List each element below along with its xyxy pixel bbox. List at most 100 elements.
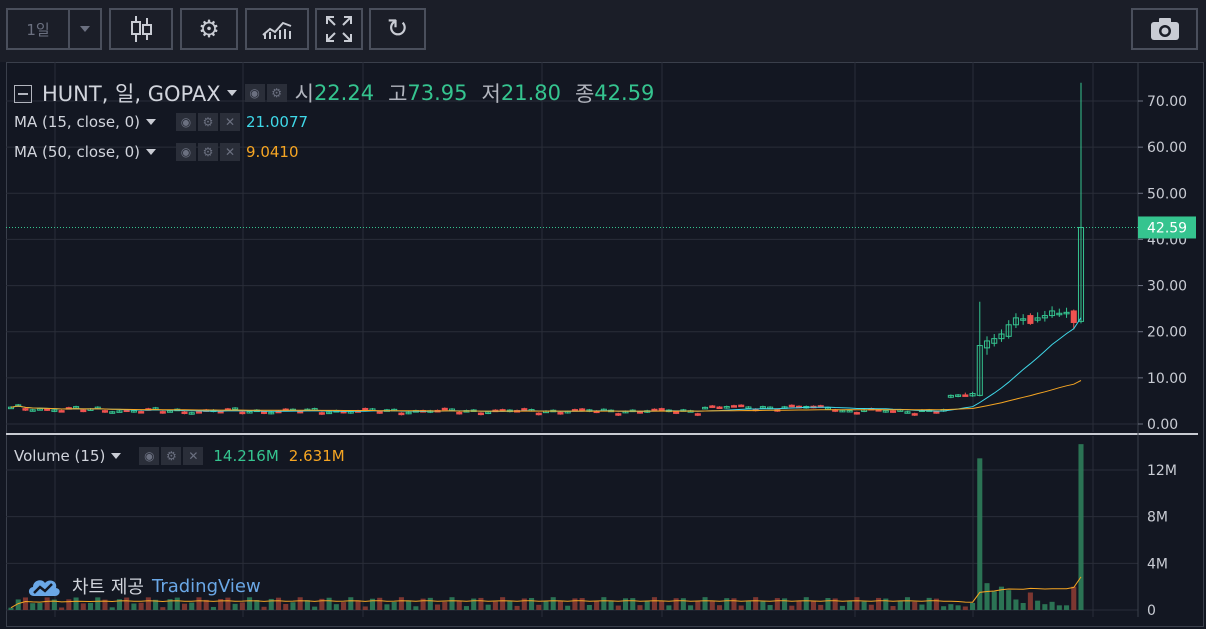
volume-bar xyxy=(261,606,267,610)
gear-icon[interactable]: ⚙ xyxy=(198,113,219,131)
candle-body xyxy=(702,406,709,410)
volume-bar xyxy=(897,600,903,610)
candle-body xyxy=(217,410,224,414)
volume-bar xyxy=(1078,444,1084,610)
candle-body xyxy=(268,411,275,415)
volume-bar xyxy=(1006,590,1012,610)
ma50-legend: MA (50, close, 0) ◉ ⚙ ✕ 9.0410 xyxy=(14,143,299,161)
close-icon[interactable]: ✕ xyxy=(220,143,241,161)
volume-bar xyxy=(160,607,166,610)
volume-bar xyxy=(362,606,368,610)
volume-bar xyxy=(102,599,108,610)
chevron-down-icon[interactable] xyxy=(146,119,157,125)
volume-bar xyxy=(673,598,679,610)
gear-icon[interactable]: ⚙ xyxy=(266,84,287,102)
price-tick-label: 10.00 xyxy=(1147,371,1187,387)
volume-bar xyxy=(861,601,867,610)
volume-bar xyxy=(268,598,274,610)
gear-icon[interactable]: ⚙ xyxy=(198,143,219,161)
eye-icon[interactable]: ◉ xyxy=(176,113,197,131)
symbol-label[interactable]: HUNT, 일, GOPAX xyxy=(42,82,221,106)
chevron-down-icon[interactable] xyxy=(111,453,122,459)
price-tick-label: 0.00 xyxy=(1147,417,1178,433)
candle-body xyxy=(933,411,940,414)
last-price-label: 42.59 xyxy=(1147,220,1187,236)
toolbar: 1일 ⚙ ↻ xyxy=(0,0,1206,62)
close-icon[interactable]: ✕ xyxy=(220,113,241,131)
volume-bar xyxy=(398,597,404,610)
candle-body xyxy=(911,413,918,416)
volume-bar xyxy=(883,598,889,610)
volume-bar xyxy=(890,606,896,610)
volume-bar xyxy=(955,605,961,610)
volume-bar xyxy=(565,605,571,610)
volume-bar xyxy=(926,597,932,610)
chevron-down-icon[interactable] xyxy=(146,149,157,155)
candle-body xyxy=(738,404,745,408)
volume-bar xyxy=(304,600,310,610)
candle-body xyxy=(745,406,752,409)
candle-body xyxy=(297,410,304,414)
refresh-button[interactable]: ↻ xyxy=(369,8,426,50)
candle-body xyxy=(58,410,65,413)
candle-body xyxy=(167,410,174,413)
price-tick-label: 60.00 xyxy=(1147,140,1187,156)
price-tick-label: 30.00 xyxy=(1147,279,1187,295)
chart-style-button[interactable] xyxy=(109,8,173,50)
settings-button[interactable]: ⚙ xyxy=(180,8,238,50)
volume-bar xyxy=(810,601,817,610)
candle-body xyxy=(904,411,911,414)
gear-icon[interactable]: ⚙ xyxy=(161,447,182,465)
eye-icon[interactable]: ◉ xyxy=(244,84,265,102)
candle-body xyxy=(246,411,253,414)
volume-bar xyxy=(601,597,607,610)
volume-bar xyxy=(991,591,997,610)
volume-bar xyxy=(998,586,1005,610)
chevron-down-icon[interactable] xyxy=(226,90,237,96)
candle-body xyxy=(658,408,665,411)
candle-body xyxy=(36,408,43,411)
close-icon[interactable]: ✕ xyxy=(183,447,204,465)
high-label: 고 xyxy=(388,82,408,106)
volume-bar xyxy=(832,598,838,610)
interval-dropdown-button[interactable] xyxy=(68,8,102,50)
collapse-icon[interactable] xyxy=(14,85,32,103)
volume-bar xyxy=(774,598,780,610)
eye-icon[interactable]: ◉ xyxy=(176,143,197,161)
candle-body xyxy=(962,394,969,397)
candle-body xyxy=(109,411,116,414)
interval-button[interactable]: 1일 xyxy=(6,8,70,50)
candle-body xyxy=(759,406,766,409)
volume-bar xyxy=(586,605,592,610)
eye-icon[interactable]: ◉ xyxy=(139,447,160,465)
volume-bar xyxy=(1056,605,1062,610)
ma50-label[interactable]: MA (50, close, 0) xyxy=(14,143,141,161)
candle-body xyxy=(723,406,730,409)
candle-body xyxy=(521,408,528,411)
candle-body xyxy=(673,411,680,414)
candle-body xyxy=(101,410,109,413)
volume-bar xyxy=(492,601,498,610)
volume-bar xyxy=(1013,599,1019,610)
gear-icon: ⚙ xyxy=(198,15,220,43)
ma15-label[interactable]: MA (15, close, 0) xyxy=(14,113,141,131)
volume-label[interactable]: Volume (15) xyxy=(14,447,106,465)
fullscreen-button[interactable] xyxy=(315,8,363,50)
volume-bar xyxy=(745,600,751,610)
volume-bar xyxy=(283,603,289,610)
candle-body xyxy=(651,408,658,412)
volume-bar xyxy=(181,603,188,610)
screenshot-button[interactable] xyxy=(1131,8,1198,50)
candle-body xyxy=(188,412,195,415)
indicators-button[interactable] xyxy=(245,8,309,50)
chart-area[interactable] xyxy=(6,62,1204,627)
volume-tick-label: 12M xyxy=(1147,463,1177,479)
volume-bar xyxy=(377,597,383,610)
candle-body xyxy=(51,409,58,412)
candle-body xyxy=(998,333,1005,340)
tradingview-credit[interactable]: 차트 제공 TradingView xyxy=(26,573,261,599)
candle-body xyxy=(376,411,383,414)
candle-body xyxy=(130,410,137,413)
low-value: 21.80 xyxy=(500,81,561,105)
